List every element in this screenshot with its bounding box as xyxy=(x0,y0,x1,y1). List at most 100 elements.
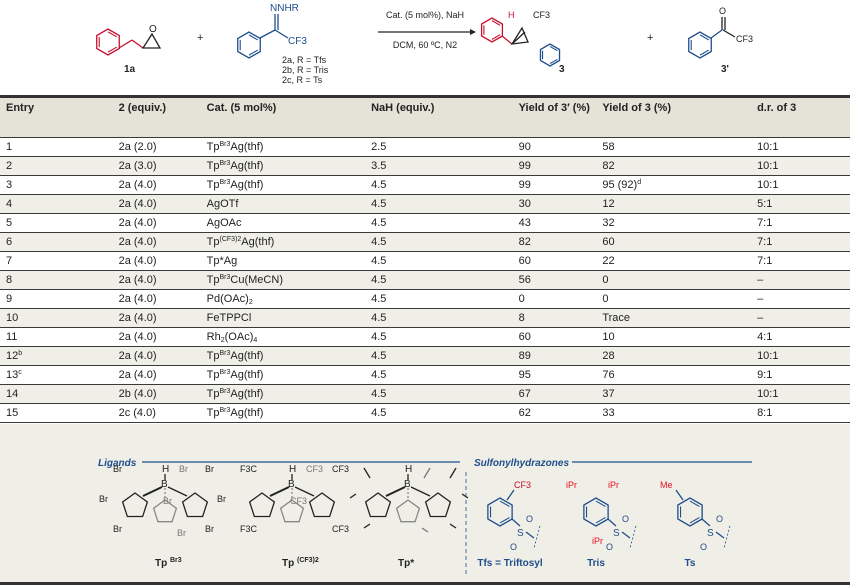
cell-reagent-equiv: 2c (4.0) xyxy=(112,403,201,423)
cell-catalyst: FeTPPCl xyxy=(200,308,366,328)
bond xyxy=(259,29,276,39)
substituent-label: F3C xyxy=(240,524,258,534)
cell-entry: 12b xyxy=(0,346,113,366)
cell-reagent-equiv: 2a (4.0) xyxy=(112,175,201,195)
cell-nah-equiv: 2.5 xyxy=(365,137,513,157)
conditions-top: Cat. (5 mol%), NaH xyxy=(386,10,464,20)
table-row: 13c 2a (4.0) TpBr3Ag(thf) 4.5 95 76 9:1 xyxy=(0,365,850,385)
table-row: 10 2a (4.0) FeTPPCl 4.5 8 Trace – xyxy=(0,308,850,328)
cell-nah-equiv: 4.5 xyxy=(365,289,513,309)
hydrogen-label: H xyxy=(508,10,515,20)
ipr-substituent: iPr xyxy=(608,480,619,490)
cell-catalyst: TpBr3Ag(thf) xyxy=(200,175,366,195)
boron-hydrogen: H xyxy=(405,464,412,475)
cf3-substituent: CF3 xyxy=(514,480,531,490)
cell-dr: 7:1 xyxy=(751,232,850,252)
cell-yield-3: 22 xyxy=(596,251,752,271)
wavy-attachment xyxy=(533,525,541,549)
cell-catalyst: Pd(OAc)2 xyxy=(200,289,366,309)
cell-text: Ag(thf) xyxy=(230,388,264,400)
table-row: 15 2c (4.0) TpBr3Ag(thf) 4.5 62 33 8:1 xyxy=(0,403,850,423)
cell-nah-equiv: 4.5 xyxy=(365,384,513,404)
cell-entry: 13c xyxy=(0,365,113,385)
cell-yield-3prime: 95 xyxy=(512,365,597,385)
cell-text: 12 xyxy=(6,350,19,362)
cell-yield-3prime: 82 xyxy=(512,232,597,252)
cell-yield-3prime: 8 xyxy=(512,308,597,328)
boron-hydrogen: H xyxy=(289,464,296,475)
methyl-bond xyxy=(461,493,469,499)
aryl-ring-1-double-bond xyxy=(595,516,606,524)
cell-text: Ag(thf) xyxy=(230,179,264,191)
ligands-heading: Ligands xyxy=(98,458,137,469)
cell-reagent-equiv: 2a (4.0) xyxy=(112,289,201,309)
cell-nah-equiv: 4.5 xyxy=(365,327,513,347)
cell-nah-equiv: 4.5 xyxy=(365,213,513,233)
bond xyxy=(675,489,684,501)
bn-bond xyxy=(385,486,406,497)
cell-dr: – xyxy=(751,270,850,290)
methyl-bond xyxy=(349,493,357,499)
table-row: 6 2a (4.0) Tp(CF3)2Ag(thf) 4.5 82 60 7:1 xyxy=(0,232,850,252)
benzene-ring-1a-double-bond xyxy=(107,46,118,53)
cell-entry: 11 xyxy=(0,327,113,347)
methyl-bond xyxy=(363,467,371,479)
cell-text: Tp xyxy=(206,407,220,419)
cell-text: Tp xyxy=(206,160,220,172)
column-header-entry: Entry xyxy=(6,102,35,114)
structures-drawing: Ligands SulfonylhydrazonesHBBrBrBrBrBrBrB… xyxy=(98,458,752,576)
substituent-label: Br xyxy=(163,496,172,506)
supscript: Br3 xyxy=(219,274,231,281)
pyrazole-ring-back xyxy=(279,499,305,523)
substituent-label: CF3 xyxy=(290,496,307,506)
ligand-superscript: Br3 xyxy=(170,557,182,564)
cell-yield-3prime: 89 xyxy=(512,346,597,366)
table-row: 8 2a (4.0) TpBr3Cu(MeCN) 4.5 56 0– xyxy=(0,270,850,290)
cell-entry: 7 xyxy=(0,251,113,271)
benzene-ring-1a-double-bond xyxy=(107,31,118,38)
cell-yield-3: 95 (92)d xyxy=(596,175,752,195)
supscript: Br3 xyxy=(219,369,231,376)
benzene-ring-2-double-bond xyxy=(248,34,259,41)
cf3-group: CF3 xyxy=(288,36,307,47)
column-header-yield-3: Yield of 3 (%) xyxy=(602,102,671,114)
cell-text: Ag(thf) xyxy=(230,141,264,153)
supscript: Br3 xyxy=(219,407,231,414)
cell-nah-equiv: 4.5 xyxy=(365,270,513,290)
supscript: b xyxy=(18,350,23,357)
cell-yield-3: 12 xyxy=(596,194,752,214)
cell-text: Tp xyxy=(206,388,220,400)
cell-yield-3prime: 90 xyxy=(512,137,597,157)
aryl-ring-2-double-bond xyxy=(689,500,700,508)
cell-yield-3prime: 67 xyxy=(512,384,597,404)
bond xyxy=(118,39,133,49)
cell-yield-3prime: 56 xyxy=(512,270,597,290)
sulfonyl-oxygen: O xyxy=(606,542,613,552)
substituent-label: Br xyxy=(179,464,188,474)
aryl-ring-0-double-bond xyxy=(499,500,510,508)
cell-yield-3: 28 xyxy=(596,346,752,366)
cell-reagent-equiv: 2a (4.0) xyxy=(112,194,201,214)
cell-yield-3: 10 xyxy=(596,327,752,347)
bond xyxy=(501,35,513,45)
cell-entry: 6 xyxy=(0,232,113,252)
phenyl-ring-3-double-bond xyxy=(549,58,558,65)
cell-entry: 1 xyxy=(0,137,113,157)
cell-reagent-equiv: 2a (4.0) xyxy=(112,270,201,290)
sulfur-atom: S xyxy=(517,528,524,539)
cell-yield-3: 58 xyxy=(596,137,752,157)
cell-catalyst: Rh2(OAc)4 xyxy=(200,327,366,347)
arrow-head xyxy=(470,29,476,35)
cell-yield-3prime: 99 xyxy=(512,175,597,195)
supscript: d xyxy=(637,179,642,186)
cell-nah-equiv: 3.5 xyxy=(365,156,513,176)
pyrazole-ring-left xyxy=(121,492,149,518)
table-row: 3 2a (4.0) TpBr3Ag(thf) 4.5 99 95 (92)d 10:1 xyxy=(0,175,850,195)
cell-nah-equiv: 4.5 xyxy=(365,251,513,271)
substituent-label: Br xyxy=(217,494,226,504)
supscript: Br3 xyxy=(219,388,231,395)
cell-dr: – xyxy=(751,289,850,309)
carbonyl-oxygen: O xyxy=(719,6,726,16)
table-row: 4 2a (4.0) AgOTf 4.5 30 12 5:1 xyxy=(0,194,850,214)
